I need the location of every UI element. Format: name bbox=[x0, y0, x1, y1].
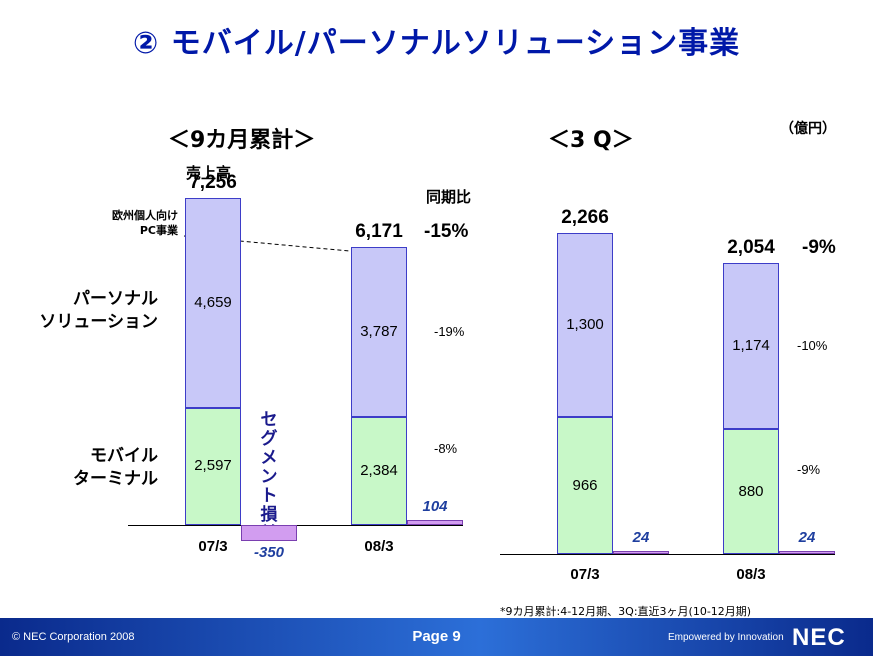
personal-label-line2: ソリューション bbox=[39, 312, 158, 332]
chart-3q-bar-segment bbox=[779, 550, 835, 554]
tagline: Empowered by Innovation bbox=[668, 632, 784, 643]
footer-bar bbox=[0, 618, 873, 656]
personal-label-line1: パーソナル bbox=[73, 289, 158, 309]
segment-loss-char: セ bbox=[260, 410, 278, 430]
chart-9m-yoy-mobile: -8% bbox=[434, 441, 458, 457]
chart-9m-bar-mobile bbox=[185, 407, 241, 525]
chart-9m-label-personal: 3,787 bbox=[360, 322, 398, 340]
chart-3q-bar-mobile bbox=[723, 429, 779, 554]
chart-3q-xtick: 07/3 bbox=[570, 566, 600, 583]
chart-3q-bar-personal bbox=[723, 262, 779, 430]
chart-9m-xtick: 08/3 bbox=[364, 538, 394, 555]
chart-9m-xtick: 07/3 bbox=[198, 538, 228, 555]
segment-loss-char: 損 bbox=[260, 505, 278, 525]
chart-3q-label-mobile: 880 bbox=[738, 482, 764, 500]
chart-3q-label-segment: 24 bbox=[798, 528, 816, 546]
segment-loss-char: ン bbox=[260, 467, 278, 487]
chart-9m-yoy-personal: -19% bbox=[434, 323, 465, 339]
segment-loss-char: グ bbox=[260, 429, 278, 449]
yoy-label: 同期比 bbox=[426, 188, 472, 206]
segment-loss-char: メ bbox=[260, 448, 278, 468]
chart-9m-label-segment: -350 bbox=[253, 543, 285, 561]
chart-9m-total: 7,256 bbox=[189, 171, 237, 193]
pc-note-line1: 欧州個人向け bbox=[112, 209, 178, 222]
chart-9m-bar-mobile bbox=[351, 417, 407, 525]
chart-3q-xtick: 08/3 bbox=[736, 566, 766, 583]
chart-3q-yoy-mobile: -9% bbox=[797, 461, 821, 477]
mobile-label-line2: ターミナル bbox=[73, 469, 158, 489]
chart-3q-label-segment: 24 bbox=[632, 528, 650, 546]
chart-3q-bar-personal bbox=[557, 232, 613, 417]
chart-9m-yoy-total: -15% bbox=[424, 220, 469, 242]
chart-9m-label-mobile: 2,597 bbox=[194, 457, 232, 475]
nec-logo: NEC bbox=[792, 624, 846, 651]
page-number: Page 9 bbox=[412, 628, 461, 645]
chart-9m-label-segment: 104 bbox=[422, 498, 448, 516]
chart-3q-bar-mobile bbox=[557, 417, 613, 554]
chart-3q-axis bbox=[500, 554, 835, 555]
chart-3q-bar-segment bbox=[613, 550, 669, 554]
chart-9m-total: 6,171 bbox=[355, 220, 403, 242]
segment-loss-char: ト bbox=[260, 486, 278, 506]
unit-label: （億円） bbox=[780, 121, 836, 137]
pc-note-line2: PC事業 bbox=[139, 224, 178, 237]
chart-3q-label-mobile: 966 bbox=[572, 476, 598, 494]
chart-9m-bar-segment bbox=[241, 525, 297, 541]
chart-3q-title: ＜3 Q＞ bbox=[548, 128, 634, 153]
chart-3q-label-personal: 1,300 bbox=[566, 315, 604, 333]
mobile-label-line1: モバイル bbox=[90, 446, 158, 466]
chart-9m-label-mobile: 2,384 bbox=[360, 462, 398, 480]
chart-9m-bar-segment bbox=[407, 520, 463, 525]
copyright: © NEC Corporation 2008 bbox=[12, 631, 135, 643]
chart-3q-total: 2,054 bbox=[727, 236, 775, 258]
chart-3q-total: 2,266 bbox=[561, 206, 609, 228]
chart-9m-bar-personal bbox=[351, 246, 407, 418]
segment-loss-label: セグメント損益 bbox=[258, 411, 280, 544]
chart-9m-label-personal: 4,659 bbox=[194, 293, 232, 311]
chart-9m-title: ＜9カ月累計＞ bbox=[168, 128, 316, 153]
chart-3q-label-personal: 1,174 bbox=[732, 336, 770, 354]
sales-label: 売上高 bbox=[186, 164, 232, 182]
chart-3q-yoy-personal: -10% bbox=[797, 337, 828, 353]
chart-9m-bar-personal bbox=[185, 197, 241, 408]
page-title: ② モバイル/パーソナルソリューション事業 bbox=[132, 26, 741, 61]
footnote: *9カ月累計:4-12月期、3Q:直近3ヶ月(10-12月期) bbox=[500, 605, 752, 618]
chart-3q-yoy-total: -9% bbox=[802, 236, 836, 258]
